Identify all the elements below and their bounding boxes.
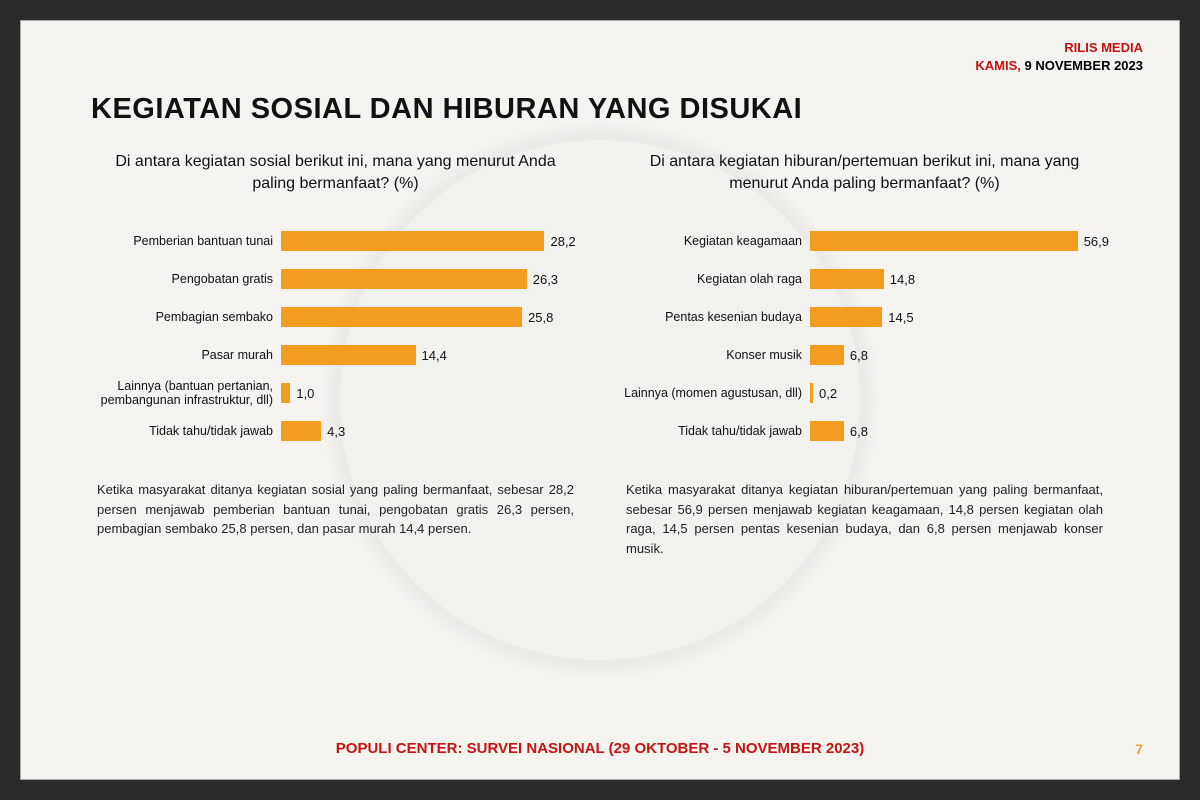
bar-wrap: 6,8 (810, 421, 1109, 441)
bar-label: Kegiatan olah raga (620, 272, 810, 286)
chart-row: Tidak tahu/tidak jawab 6,8 (620, 412, 1109, 450)
bar-wrap: 6,8 (810, 345, 1109, 365)
page-number: 7 (1135, 741, 1143, 757)
footer-text: POPULI CENTER: SURVEI NASIONAL (29 OKTOB… (21, 740, 1179, 757)
bar-label: Lainnya (bantuan pertanian, pembangunan … (91, 379, 281, 408)
chart-row: Tidak tahu/tidak jawab 4,3 (91, 412, 580, 450)
bar-label: Pasar murah (91, 348, 281, 362)
bar (810, 421, 844, 441)
chart-row: Lainnya (momen agustusan, dll) 0,2 (620, 374, 1109, 412)
left-column: Di antara kegiatan sosial berikut ini, m… (91, 151, 580, 558)
bar-label: Pembagian sembako (91, 310, 281, 324)
header-date-day: KAMIS, (975, 58, 1024, 73)
slide: RILIS MEDIA KAMIS, 9 NOVEMBER 2023 KEGIA… (20, 20, 1180, 780)
bar (810, 269, 884, 289)
bar-label: Kegiatan keagamaan (620, 234, 810, 248)
header-right: RILIS MEDIA KAMIS, 9 NOVEMBER 2023 (975, 39, 1143, 75)
bar-value: 6,8 (850, 424, 868, 439)
bar-value: 1,0 (296, 386, 314, 401)
bar-value: 56,9 (1084, 234, 1109, 249)
bar-value: 26,3 (533, 272, 558, 287)
bar-label: Tidak tahu/tidak jawab (620, 424, 810, 438)
left-question: Di antara kegiatan sosial berikut ini, m… (91, 151, 580, 194)
bar-value: 25,8 (528, 310, 553, 325)
chart-row: Pemberian bantuan tunai 28,2 (91, 222, 580, 260)
bar-label: Pengobatan gratis (91, 272, 281, 286)
chart-row: Konser musik 6,8 (620, 336, 1109, 374)
bar-label: Konser musik (620, 348, 810, 362)
chart-row: Kegiatan olah raga 14,8 (620, 260, 1109, 298)
bar-value: 14,5 (888, 310, 913, 325)
chart-row: Pentas kesenian budaya 14,5 (620, 298, 1109, 336)
chart-row: Pasar murah 14,4 (91, 336, 580, 374)
right-caption: Ketika masyarakat ditanya kegiatan hibur… (620, 480, 1109, 558)
right-question: Di antara kegiatan hiburan/pertemuan ber… (620, 151, 1109, 194)
left-chart: Pemberian bantuan tunai 28,2 Pengobatan gr… (91, 222, 580, 450)
slide-title: KEGIATAN SOSIAL DAN HIBURAN YANG DISUKAI (91, 93, 802, 126)
left-caption: Ketika masyarakat ditanya kegiatan sosia… (91, 480, 580, 539)
chart-row: Kegiatan keagamaan 56,9 (620, 222, 1109, 260)
bar-wrap: 0,2 (810, 383, 1109, 403)
right-column: Di antara kegiatan hiburan/pertemuan ber… (620, 151, 1109, 558)
right-chart: Kegiatan keagamaan 56,9 Kegiatan olah raga… (620, 222, 1109, 450)
bar-label: Pentas kesenian budaya (620, 310, 810, 324)
header-line1: RILIS MEDIA (975, 39, 1143, 57)
bar (281, 231, 544, 251)
bar (281, 421, 321, 441)
bar-label: Pemberian bantuan tunai (91, 234, 281, 248)
bar (281, 383, 290, 403)
bar-label: Lainnya (momen agustusan, dll) (620, 386, 810, 400)
bar-wrap: 28,2 (281, 231, 580, 251)
bar-label: Tidak tahu/tidak jawab (91, 424, 281, 438)
bar-wrap: 14,8 (810, 269, 1109, 289)
chart-row: Lainnya (bantuan pertanian, pembangunan … (91, 374, 580, 412)
bar-wrap: 14,4 (281, 345, 580, 365)
bar-wrap: 4,3 (281, 421, 580, 441)
bar (281, 345, 416, 365)
bar-wrap: 25,8 (281, 307, 580, 327)
bar-value: 4,3 (327, 424, 345, 439)
bar-wrap: 26,3 (281, 269, 580, 289)
chart-row: Pembagian sembako 25,8 (91, 298, 580, 336)
bar-wrap: 1,0 (281, 383, 580, 403)
bar (810, 383, 813, 403)
bar (281, 269, 527, 289)
bar-wrap: 56,9 (810, 231, 1109, 251)
bar-wrap: 14,5 (810, 307, 1109, 327)
bar (810, 307, 882, 327)
bar (810, 345, 844, 365)
bar-value: 0,2 (819, 386, 837, 401)
bar (810, 231, 1078, 251)
bar (281, 307, 522, 327)
bar-value: 14,8 (890, 272, 915, 287)
chart-row: Pengobatan gratis 26,3 (91, 260, 580, 298)
bar-value: 28,2 (550, 234, 575, 249)
header-date-full: 9 NOVEMBER 2023 (1025, 58, 1144, 73)
bar-value: 6,8 (850, 348, 868, 363)
header-line2: KAMIS, 9 NOVEMBER 2023 (975, 57, 1143, 75)
bar-value: 14,4 (422, 348, 447, 363)
columns: Di antara kegiatan sosial berikut ini, m… (91, 151, 1109, 558)
